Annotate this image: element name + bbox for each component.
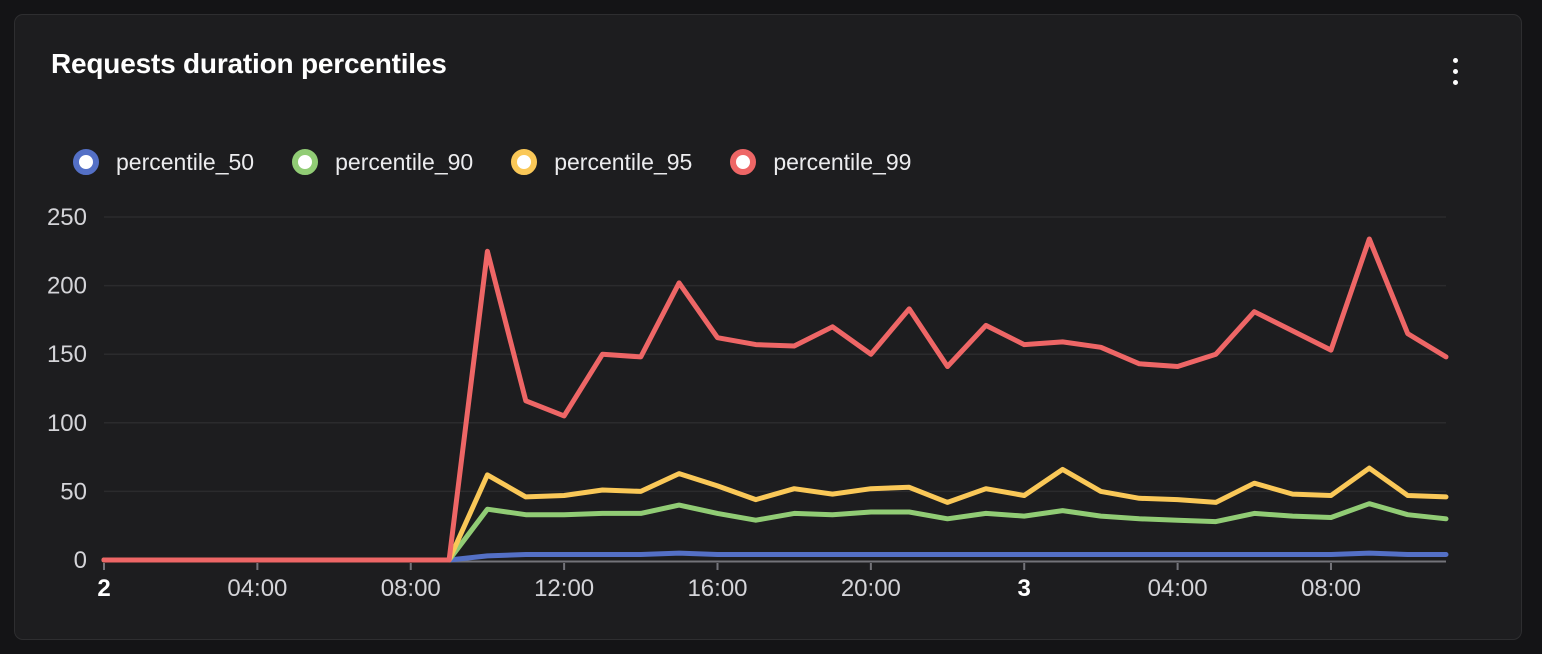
legend-item-percentile_90[interactable]: percentile_90 <box>292 149 473 175</box>
legend-label: percentile_50 <box>116 149 255 175</box>
x-tick-label: 04:00 <box>1148 575 1208 602</box>
y-tick-label: 150 <box>47 341 87 368</box>
legend-label: percentile_99 <box>773 149 912 175</box>
x-axis <box>103 560 1446 570</box>
panel-title: Requests duration percentiles <box>51 48 447 79</box>
legend-marker-circle-icon <box>730 149 757 175</box>
legend-marker-circle-icon <box>292 149 319 175</box>
x-tick-label: 12:00 <box>534 575 594 602</box>
x-tick-label: 08:00 <box>1301 575 1361 602</box>
legend-item-percentile_95[interactable]: percentile_95 <box>511 149 692 175</box>
x-tick-label: 04:00 <box>227 575 287 602</box>
legend-marker-circle-icon <box>73 149 99 175</box>
series-line-percentile_99[interactable] <box>101 236 1449 563</box>
x-tick-label: 16:00 <box>687 575 747 602</box>
x-tick-label: 3 <box>1018 575 1031 602</box>
y-tick-label: 50 <box>60 478 87 505</box>
chart-legend: percentile_50 percentile_90 percentile_95 p… <box>73 149 911 175</box>
x-axis-labels: 2 04:00 08:00 12:00 16:00 20:00 3 04:00 08:00 <box>97 575 1361 602</box>
y-tick-label: 0 <box>74 547 87 574</box>
x-tick-label: 2 <box>97 575 110 602</box>
x-tick-label: 20:00 <box>841 575 901 602</box>
gridlines <box>104 216 1446 493</box>
panel-menu-button[interactable] <box>1437 49 1473 93</box>
x-tick-label: 08:00 <box>381 575 441 602</box>
y-axis-labels: 0 50 100 150 200 250 <box>47 204 87 574</box>
legend-item-percentile_50[interactable]: percentile_50 <box>73 149 254 175</box>
legend-marker-circle-icon <box>511 149 538 175</box>
series-line-percentile_90[interactable] <box>101 501 1449 563</box>
legend-label: percentile_90 <box>335 149 474 175</box>
requests-duration-panel: Requests duration percentiles percentile… <box>14 14 1522 640</box>
line-chart[interactable]: 0 50 100 150 200 250 2 04:00 08:00 12:00 16:00 20:0… <box>15 15 1522 640</box>
legend-label: percentile_95 <box>554 149 693 175</box>
y-tick-label: 100 <box>47 410 87 437</box>
y-tick-label: 200 <box>47 273 87 300</box>
kebab-vertical-icon <box>1452 57 1458 85</box>
y-tick-label: 250 <box>47 204 87 231</box>
legend-item-percentile_99[interactable]: percentile_99 <box>730 149 911 175</box>
